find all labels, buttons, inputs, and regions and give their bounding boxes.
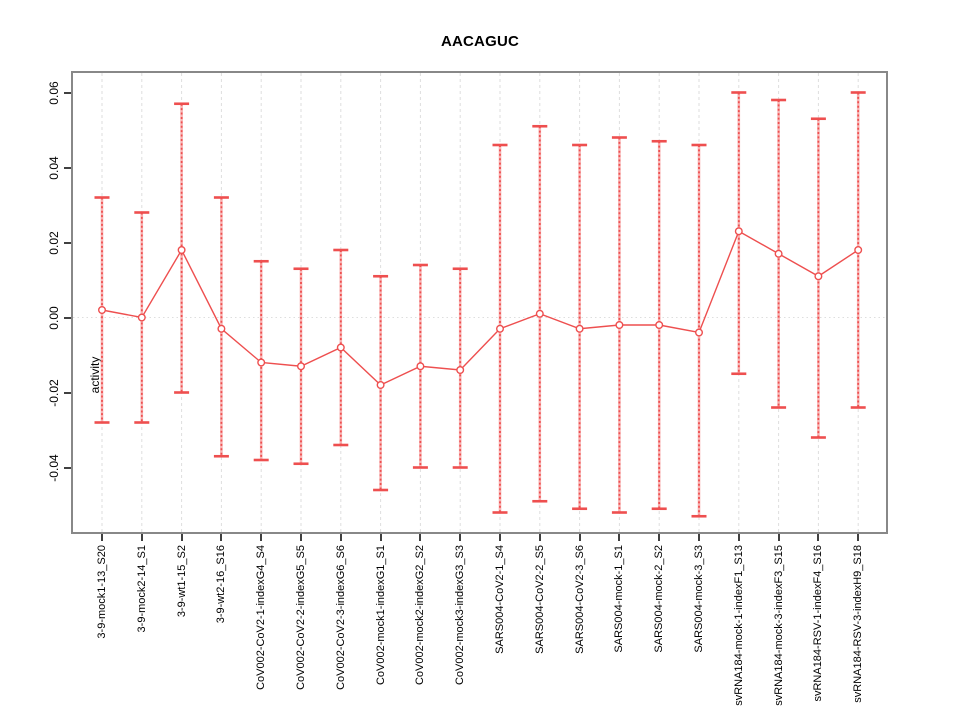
series-line: [101, 230, 859, 386]
x-axis-tick: [459, 534, 462, 541]
y-axis-tick-label: 0.04: [47, 155, 61, 180]
x-axis-tick-label: svRNA184-RSV-1-indexF4_S16: [812, 545, 825, 702]
data-point-marker: [177, 245, 186, 254]
x-axis-tick: [658, 534, 661, 541]
x-axis-tick-label: SARS004-CoV2-1_S4: [494, 545, 506, 654]
x-axis-tick-label: 3-9-wt1-15_S2: [175, 545, 188, 618]
x-axis-tick-label: svRNA184-RSV-3-indexH9_S18: [852, 545, 865, 703]
y-axis-tick: [64, 166, 71, 169]
x-axis-tick: [101, 534, 103, 541]
x-axis-tick: [140, 534, 143, 541]
x-axis-tick: [379, 534, 382, 541]
x-axis-tick: [499, 534, 501, 541]
data-point-marker: [655, 320, 664, 329]
data-point-marker: [296, 362, 305, 371]
x-axis-tick-label: CoV002-CoV2-2-indexG5_S5: [295, 545, 307, 690]
y-axis-tick: [64, 391, 71, 394]
data-point-marker: [336, 343, 345, 352]
x-axis-tick-label: svRNA184-mock-3-indexF3_S15: [772, 545, 785, 706]
x-axis-tick-label: 3-9-mock1-13_S20: [96, 545, 108, 639]
x-axis-tick: [339, 534, 342, 541]
y-axis-tick-label: -0.02: [47, 378, 61, 407]
x-axis-tick-label: svRNA184-mock-1-indexF1_S13: [732, 545, 745, 706]
data-point-marker: [456, 366, 465, 375]
data-point-marker: [774, 249, 783, 258]
x-axis-tick: [777, 534, 780, 541]
x-axis-tick-label: CoV002-CoV2-1-indexG4_S4: [255, 545, 268, 690]
chart-title: AACAGUC: [440, 33, 520, 50]
x-axis-tick: [300, 534, 302, 541]
x-axis-tick: [817, 534, 820, 541]
data-point-marker: [257, 358, 266, 367]
x-axis-tick: [578, 534, 581, 541]
x-axis-tick: [180, 534, 183, 541]
x-axis-tick-label: 3-9-mock2-14_S1: [135, 545, 148, 633]
data-point-marker: [535, 309, 544, 318]
x-axis-tick-label: CoV002-mock2-indexG2_S2: [414, 545, 427, 686]
x-axis-tick: [618, 534, 621, 541]
x-axis-tick: [220, 534, 223, 541]
x-axis-tick: [260, 534, 263, 541]
data-point-marker: [137, 313, 146, 322]
x-axis-tick: [857, 534, 860, 541]
x-axis-tick-label: 3-9-wt2-16_S16: [215, 545, 228, 624]
x-axis-tick-label: SARS004-mock-1_S1: [613, 545, 626, 653]
y-axis-tick-label: 0.06: [47, 80, 61, 105]
data-point-marker: [814, 272, 823, 281]
data-point-marker: [217, 324, 226, 333]
y-axis-tick-label: 0.02: [47, 230, 61, 255]
data-point-marker: [496, 324, 505, 333]
data-point-marker: [734, 227, 743, 236]
x-axis-tick-label: SARS004-CoV2-2_S5: [533, 545, 546, 654]
data-point-marker: [615, 320, 624, 329]
x-axis-tick: [419, 534, 422, 541]
data-point-marker: [416, 362, 425, 371]
x-axis-tick: [538, 534, 541, 541]
y-axis-tick-label: 0.00: [47, 305, 61, 330]
x-axis-tick: [698, 534, 700, 541]
plot-area: activity: [71, 71, 888, 534]
data-point-marker: [98, 305, 107, 314]
data-point-marker: [854, 245, 863, 254]
data-point-marker: [376, 381, 385, 390]
x-axis-tick-label: SARS004-CoV2-3_S6: [573, 545, 586, 654]
x-axis-tick-label: CoV002-mock1-indexG1_S1: [374, 545, 387, 686]
y-axis-tick: [64, 241, 71, 244]
data-point-marker: [575, 324, 584, 333]
y-axis-tick: [64, 466, 71, 469]
x-axis-tick-label: SARS004-mock-3_S3: [693, 545, 705, 653]
x-axis-tick: [737, 534, 740, 541]
y-axis-tick: [64, 316, 71, 319]
y-axis-tick: [64, 91, 71, 94]
plot-canvas: [73, 73, 886, 532]
data-point-marker: [695, 328, 704, 337]
y-axis-tick-label: -0.04: [47, 453, 61, 482]
x-axis-tick-label: SARS004-mock-2_S2: [653, 545, 666, 653]
x-axis-tick-label: CoV002-mock3-indexG3_S3: [454, 545, 467, 686]
x-axis-tick-label: CoV002-CoV2-3-indexG6_S6: [334, 545, 347, 690]
